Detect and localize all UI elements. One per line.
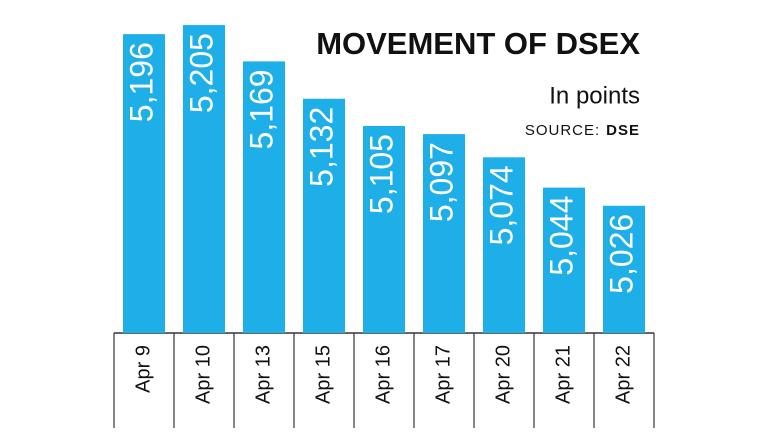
source-label: SOURCE: [525,122,600,139]
value-label: 5,026 [603,214,639,294]
chart-subtitle: In points [549,82,640,109]
value-label: 5,132 [303,107,339,187]
value-label: 5,169 [243,69,279,149]
value-label: 5,205 [183,33,219,113]
bar [243,61,285,333]
bar [483,157,525,333]
value-label: 5,074 [483,165,519,245]
bar [363,126,405,333]
x-tick-label: Apr 21 [552,345,574,404]
bar [183,25,225,333]
bar [543,187,585,333]
bar [303,98,345,333]
source-name: DSE [606,122,640,139]
value-label: 5,105 [363,134,399,214]
x-tick-label: Apr 17 [432,345,454,404]
bar [123,34,165,333]
x-tick-label: Apr 22 [612,345,634,404]
bar [423,134,465,333]
x-tick-label: Apr 9 [132,345,154,393]
bar [603,205,645,333]
x-tick-label: Apr 15 [312,345,334,404]
x-tick-label: Apr 10 [192,345,214,404]
chart-title: MOVEMENT OF DSEX [316,26,640,61]
source: SOURCE: DSE [525,122,640,139]
value-label: 5,044 [543,196,579,276]
x-tick-label: Apr 16 [372,345,394,404]
value-label: 5,196 [123,42,159,122]
value-label: 5,097 [423,142,459,222]
x-tick-label: Apr 20 [492,345,514,404]
x-tick-label: Apr 13 [252,345,274,404]
